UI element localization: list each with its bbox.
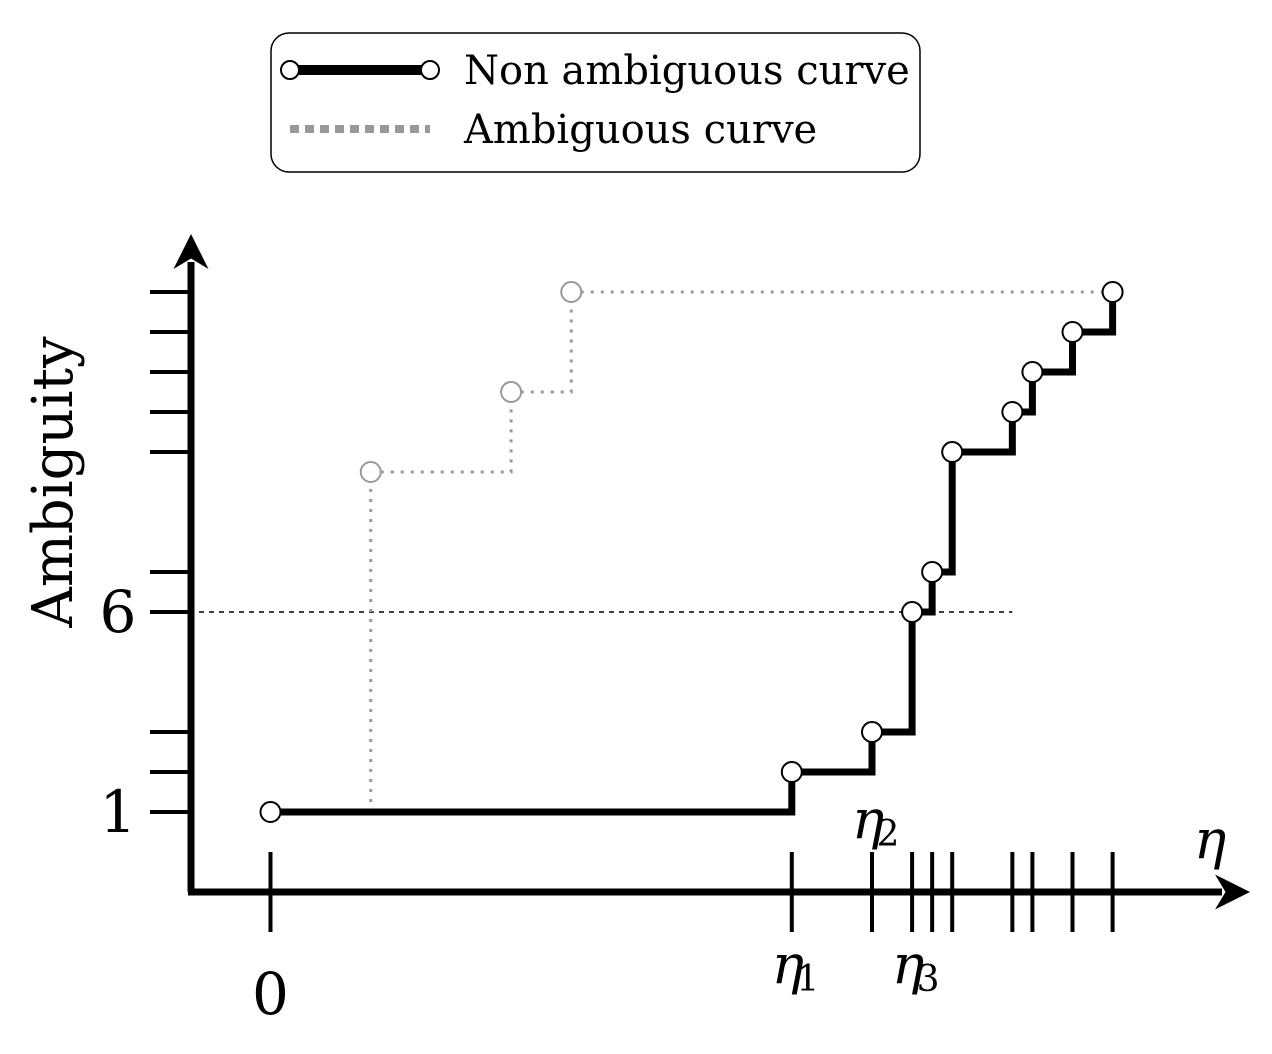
legend-label-amb: Ambiguous curve bbox=[463, 107, 817, 153]
x-tick-label: η bbox=[892, 933, 924, 996]
non-ambiguous-point bbox=[941, 441, 964, 463]
non-ambiguous-point bbox=[259, 801, 282, 823]
non-ambiguous-point bbox=[921, 561, 944, 583]
non-ambiguous-series bbox=[259, 281, 1124, 823]
y-axis-title: Ambiguity bbox=[21, 336, 86, 629]
ambiguous-point bbox=[500, 381, 523, 403]
non-ambiguous-point bbox=[1061, 321, 1084, 343]
legend-label-nonamb: Non ambiguous curve bbox=[464, 48, 910, 94]
ambiguous-point bbox=[560, 281, 583, 303]
non-ambiguous-point bbox=[780, 761, 803, 783]
non-ambiguous-point bbox=[901, 601, 924, 623]
non-ambiguous-point bbox=[1021, 361, 1044, 383]
non-ambiguous-curve-line bbox=[270, 292, 1117, 816]
axes bbox=[150, 234, 1250, 932]
x-tick-label-subscript: 1 bbox=[796, 959, 819, 1000]
x-axis-title: η bbox=[1194, 808, 1226, 871]
legend: Non ambiguous curve Ambiguous curve bbox=[270, 32, 921, 173]
ambiguous-series bbox=[359, 281, 1113, 812]
x-tick-label: 0 bbox=[252, 960, 289, 1028]
x-tick-label: η bbox=[852, 788, 884, 851]
legend-marker-end bbox=[420, 60, 440, 80]
x-tick-label: η bbox=[772, 933, 804, 996]
y-tick-label: 6 bbox=[100, 578, 137, 646]
ambiguous-point bbox=[359, 461, 382, 483]
non-ambiguous-point bbox=[1101, 281, 1124, 303]
x-tick-label-subscript: 3 bbox=[917, 959, 940, 1000]
non-ambiguous-point bbox=[1001, 401, 1024, 423]
y-tick-label: 1 bbox=[100, 778, 137, 846]
legend-entry-amb: Ambiguous curve bbox=[290, 107, 817, 153]
ambiguous-curve-line bbox=[369, 290, 1113, 812]
legend-entry-nonamb: Non ambiguous curve bbox=[280, 48, 910, 94]
legend-marker-start bbox=[280, 60, 300, 80]
non-ambiguous-point bbox=[861, 721, 883, 743]
x-tick-label-subscript: 2 bbox=[877, 814, 900, 855]
